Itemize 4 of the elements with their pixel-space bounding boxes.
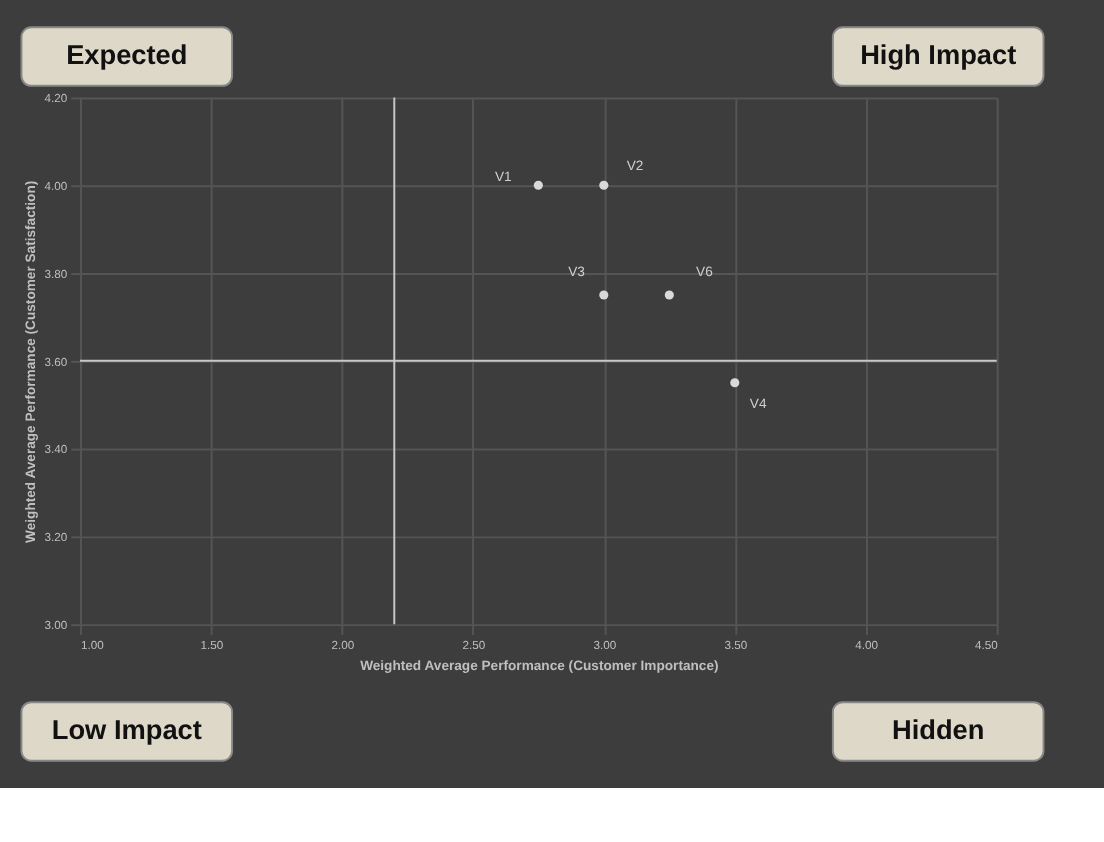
text: Expected (66, 40, 188, 71)
text: Hidden (891, 715, 985, 746)
text: Low Impact (51, 715, 203, 746)
text: High Impact (860, 40, 1018, 71)
